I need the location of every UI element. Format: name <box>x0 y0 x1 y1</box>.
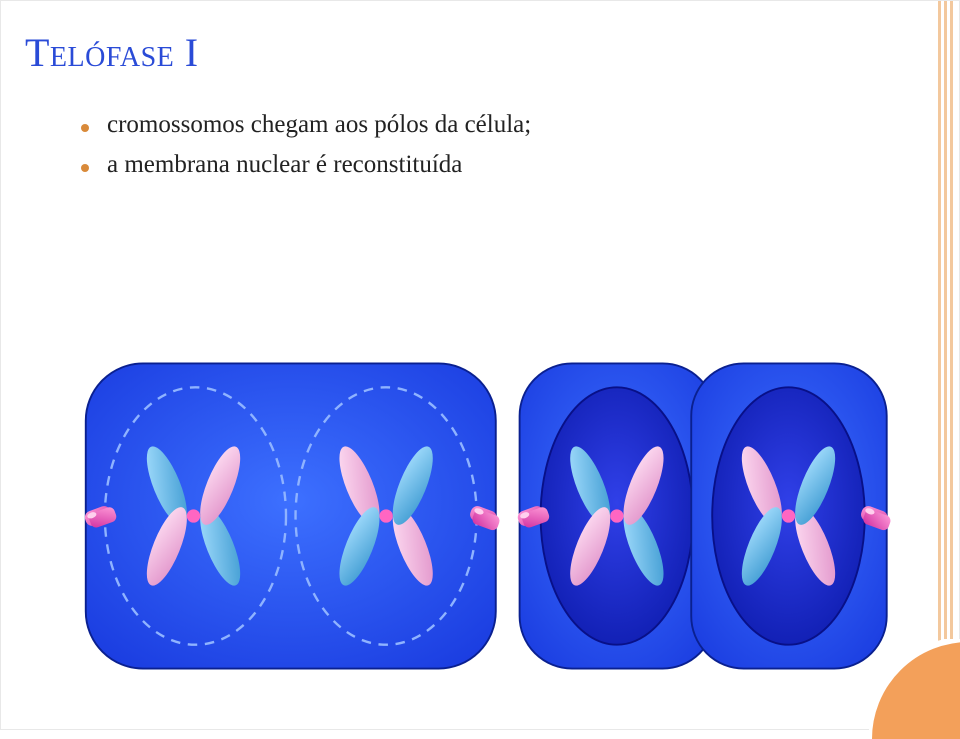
bullet-list: cromossomos chegam aos pólos da célula; … <box>81 111 531 191</box>
corner-arc-icon <box>869 639 960 739</box>
cell-right-a <box>516 363 715 668</box>
bullet-item: a membrana nuclear é reconstituída <box>81 151 531 179</box>
slide-container: Telófase I cromossomos chegam aos pólos … <box>0 0 960 730</box>
telophase-diagram <box>81 331 901 701</box>
cell-right-b <box>691 363 893 668</box>
decorative-stripe <box>950 1 953 729</box>
page-title: Telófase I <box>25 29 199 76</box>
decorative-stripe <box>938 1 941 729</box>
cell-left <box>83 363 502 668</box>
decorative-stripe <box>944 1 947 729</box>
bullet-item: cromossomos chegam aos pólos da célula; <box>81 111 531 139</box>
